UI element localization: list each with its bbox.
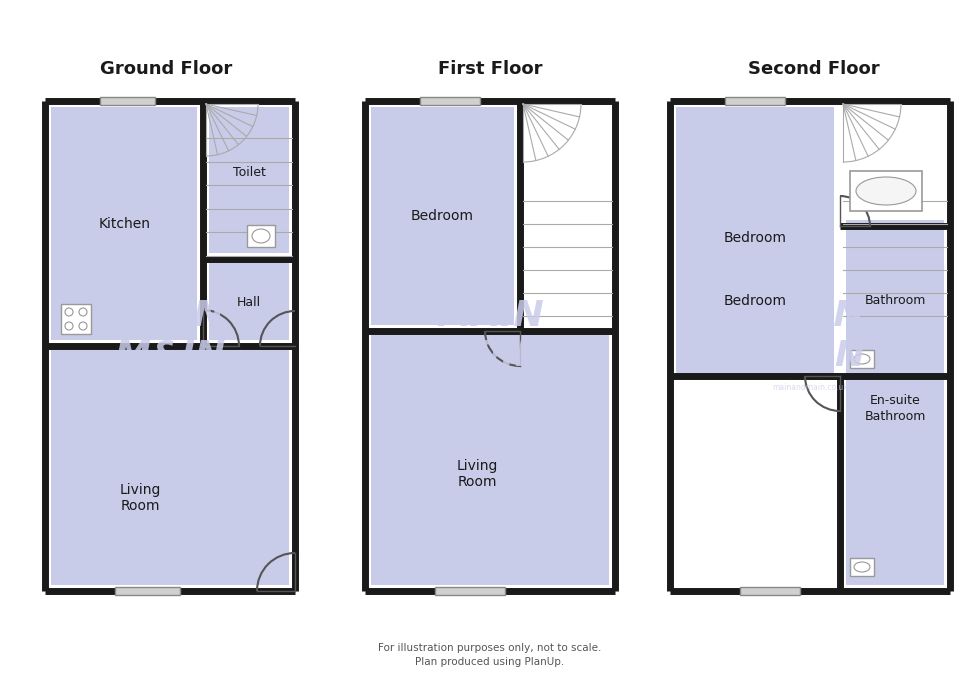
Text: First Floor: First Floor xyxy=(438,60,542,78)
Bar xyxy=(725,97,785,105)
Text: mainandmain.co.uk: mainandmain.co.uk xyxy=(132,383,208,392)
Bar xyxy=(61,304,91,334)
Text: For illustration purposes only, not to scale.: For illustration purposes only, not to s… xyxy=(378,643,602,653)
Bar xyxy=(100,97,155,105)
Bar xyxy=(740,587,800,595)
Bar xyxy=(247,225,275,247)
Bar xyxy=(846,220,944,376)
Bar xyxy=(850,350,874,368)
Circle shape xyxy=(79,308,87,316)
Bar xyxy=(676,107,834,370)
Text: Kitchen: Kitchen xyxy=(99,217,151,230)
Bar xyxy=(850,171,922,211)
Bar xyxy=(435,587,505,595)
Text: MAIN
M&IN: MAIN M&IN xyxy=(434,299,546,372)
Text: Bedroom: Bedroom xyxy=(723,294,787,308)
Bar xyxy=(420,97,480,105)
Bar xyxy=(846,226,944,585)
Bar xyxy=(371,107,514,325)
Ellipse shape xyxy=(854,354,870,364)
Text: Second Floor: Second Floor xyxy=(748,60,879,78)
Text: MAIN
M&IN: MAIN M&IN xyxy=(755,299,865,372)
Text: Bedroom: Bedroom xyxy=(411,209,474,223)
Bar xyxy=(371,331,609,585)
Text: Ground Floor: Ground Floor xyxy=(101,60,232,78)
Bar xyxy=(51,107,197,340)
Text: Bathroom: Bathroom xyxy=(864,294,926,307)
Text: mainandmain.co.uk: mainandmain.co.uk xyxy=(772,383,848,392)
Bar xyxy=(115,587,180,595)
Bar xyxy=(676,220,834,376)
Text: MAIN
M&IN: MAIN M&IN xyxy=(115,299,225,372)
Text: Living
Room: Living Room xyxy=(457,459,498,489)
Bar xyxy=(209,107,289,253)
Text: En-suite
Bathroom: En-suite Bathroom xyxy=(864,394,926,423)
Text: mainandmain.co.uk: mainandmain.co.uk xyxy=(452,383,528,392)
Bar xyxy=(209,259,289,340)
Text: Toilet: Toilet xyxy=(232,165,266,178)
Text: Living
Room: Living Room xyxy=(120,483,161,513)
Circle shape xyxy=(79,322,87,330)
Text: Hall: Hall xyxy=(237,296,261,309)
Bar xyxy=(51,346,289,585)
Ellipse shape xyxy=(854,562,870,572)
Ellipse shape xyxy=(856,177,916,205)
Circle shape xyxy=(65,308,73,316)
Bar xyxy=(850,558,874,576)
Text: Plan produced using PlanUp.: Plan produced using PlanUp. xyxy=(416,657,564,667)
Ellipse shape xyxy=(252,229,270,243)
Text: Bedroom: Bedroom xyxy=(723,231,787,246)
Circle shape xyxy=(65,322,73,330)
